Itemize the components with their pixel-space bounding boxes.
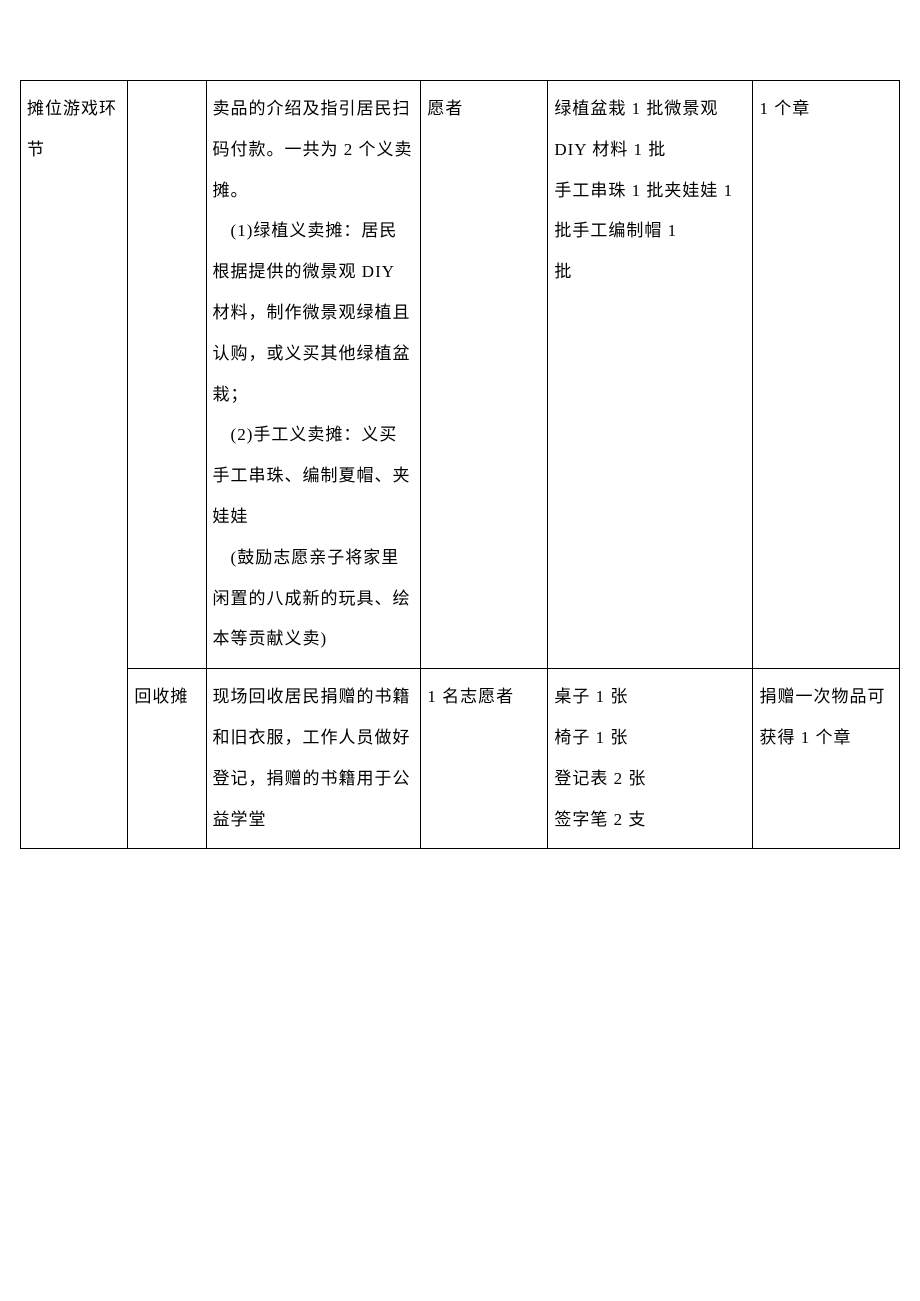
- cell-reward-1: 1 个章: [753, 81, 900, 669]
- cell-booth-type-2: 回收摊: [128, 669, 206, 849]
- event-plan-table: 摊位游戏环节 卖品的介绍及指引居民扫码付款。一共为 2 个义卖摊。 (1)绿植义…: [20, 80, 900, 849]
- cell-materials-2: 桌子 1 张椅子 1 张登记表 2 张签字笔 2 支: [548, 669, 753, 849]
- table-row: 回收摊 现场回收居民捐赠的书籍和旧衣服，工作人员做好登记，捐赠的书籍用于公益学堂…: [21, 669, 900, 849]
- cell-description-2: 现场回收居民捐赠的书籍和旧衣服，工作人员做好登记，捐赠的书籍用于公益学堂: [206, 669, 421, 849]
- cell-staff-2: 1 名志愿者: [421, 669, 548, 849]
- cell-materials-1: 绿植盆栽 1 批微景观 DIY 材料 1 批手工串珠 1 批夹娃娃 1 批手工编…: [548, 81, 753, 669]
- table-body: 摊位游戏环节 卖品的介绍及指引居民扫码付款。一共为 2 个义卖摊。 (1)绿植义…: [21, 81, 900, 849]
- table-row: 摊位游戏环节 卖品的介绍及指引居民扫码付款。一共为 2 个义卖摊。 (1)绿植义…: [21, 81, 900, 669]
- cell-staff-1: 愿者: [421, 81, 548, 669]
- cell-booth-type-1: [128, 81, 206, 669]
- cell-section-name: 摊位游戏环节: [21, 81, 128, 849]
- cell-description-1: 卖品的介绍及指引居民扫码付款。一共为 2 个义卖摊。 (1)绿植义卖摊：居民根据…: [206, 81, 421, 669]
- cell-reward-2: 捐赠一次物品可获得 1 个章: [753, 669, 900, 849]
